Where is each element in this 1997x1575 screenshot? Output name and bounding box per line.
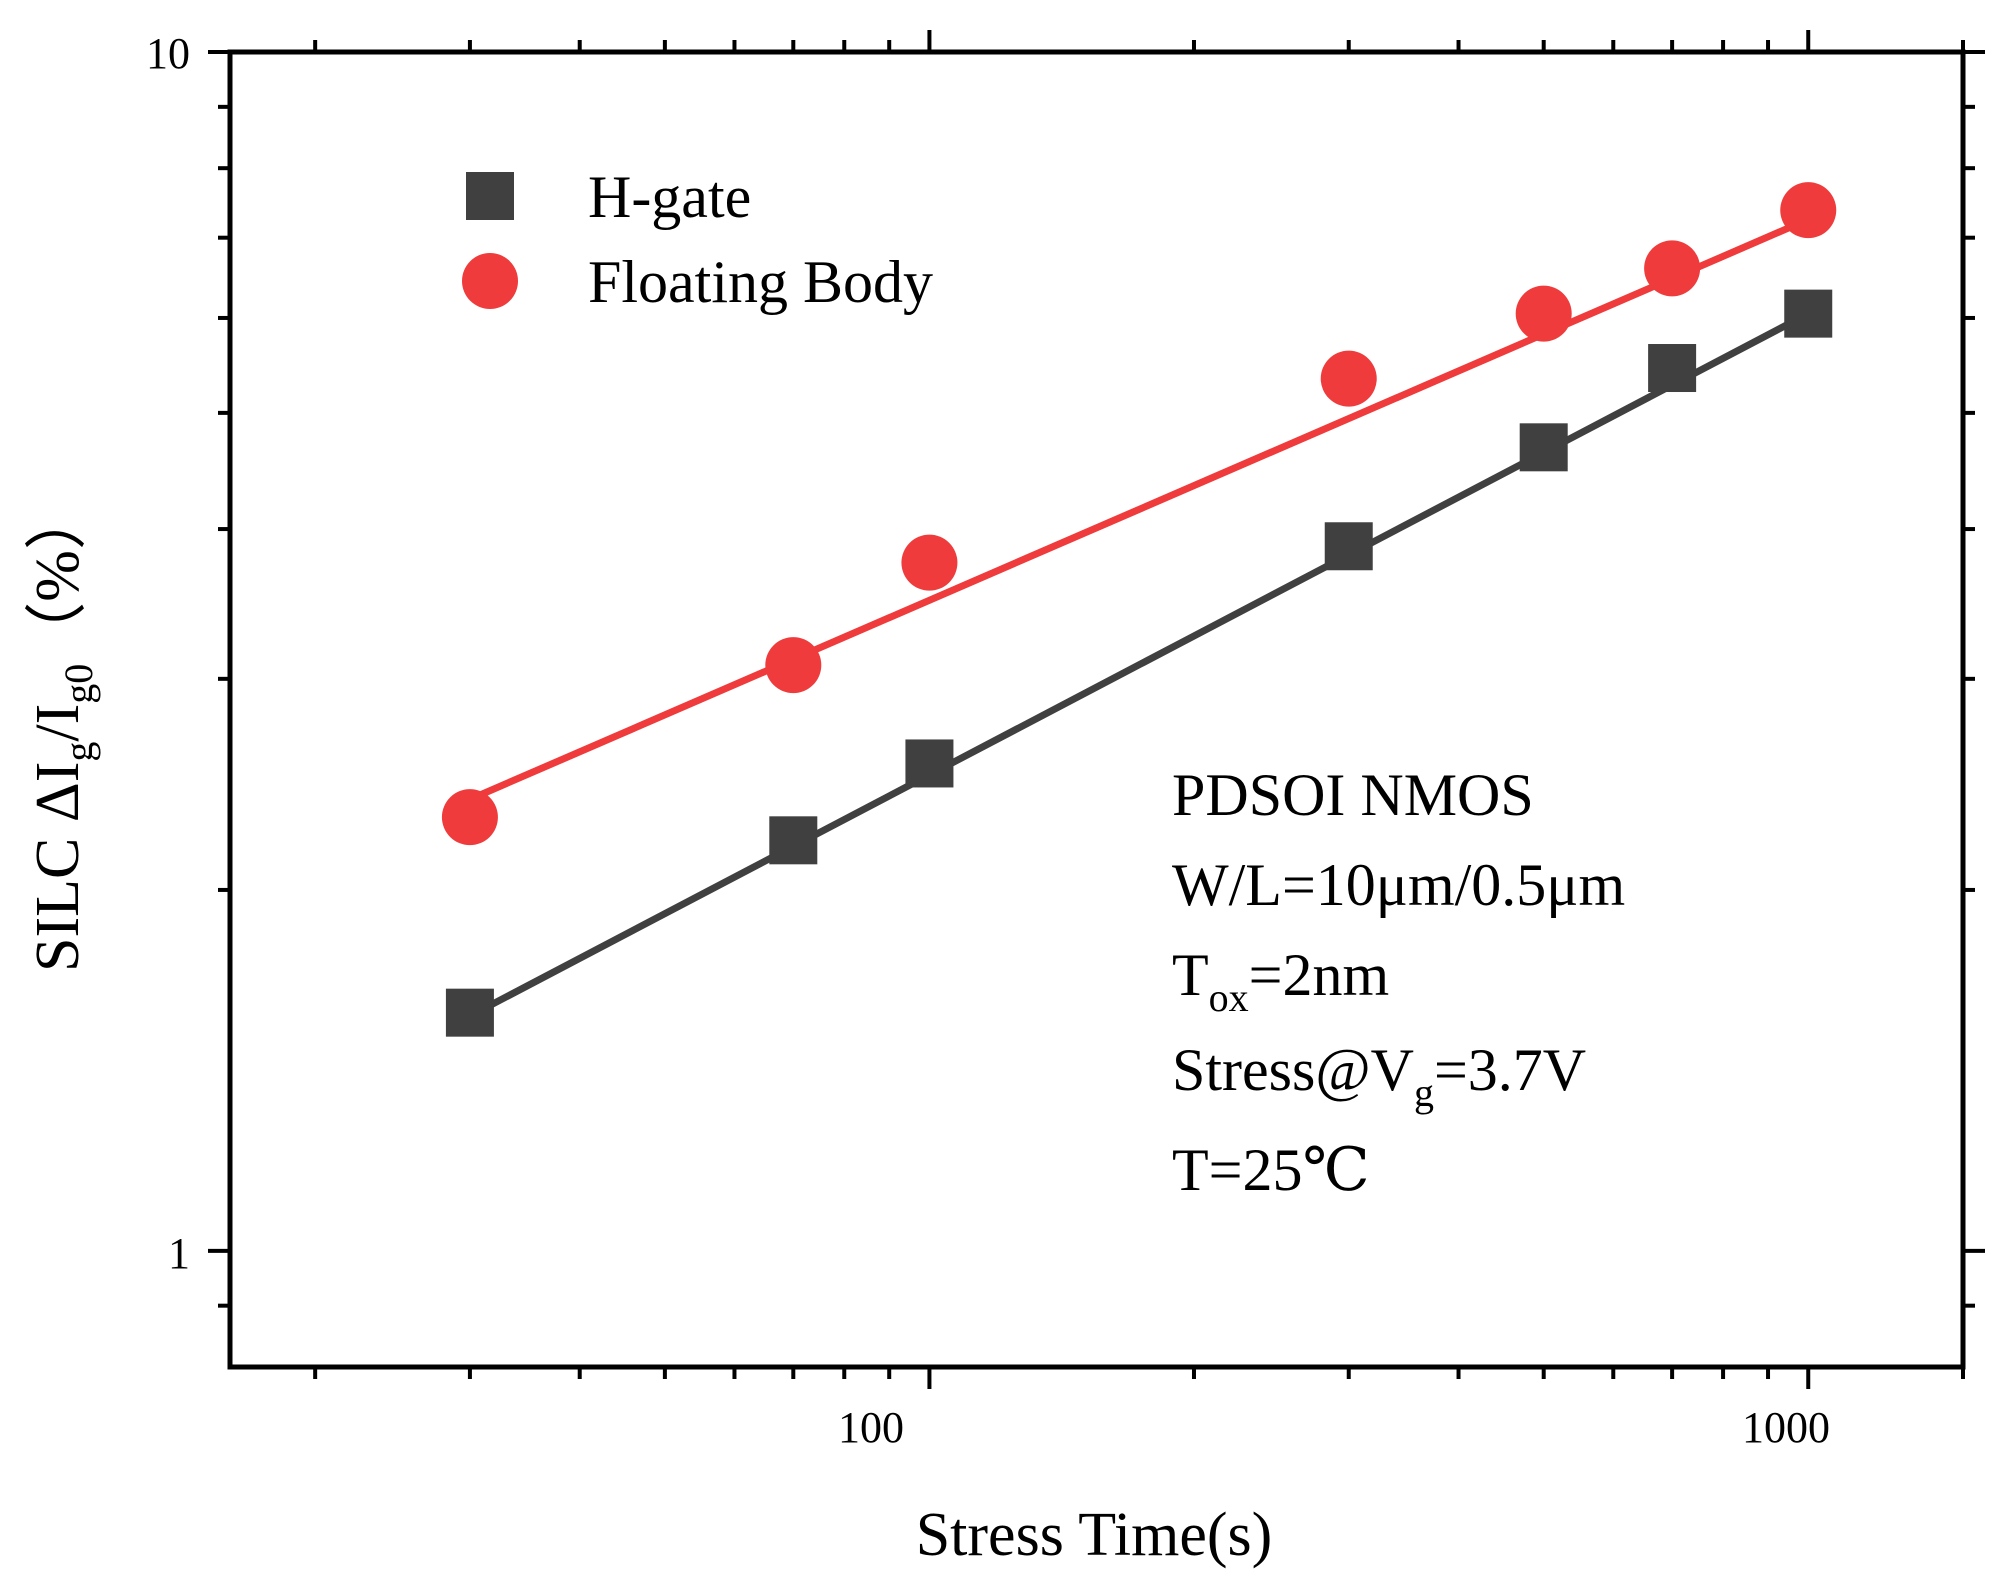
legend-marker-h-gate — [466, 172, 514, 220]
annotation-stress-sub: g — [1414, 1070, 1434, 1115]
annotation-dimensions: W/L=10μm/0.5μm — [1172, 852, 1625, 918]
annotation-stress-main: Stress@V — [1172, 1037, 1414, 1103]
x-axis-title: Stress Time(s) — [916, 1501, 1273, 1569]
y-axis-title: SILC ΔIg/Ig0（%） — [24, 488, 101, 972]
point-floating-body-500 — [1515, 285, 1572, 342]
plot-frame — [227, 49, 1966, 1370]
point-h-gate-1000 — [1784, 289, 1833, 338]
point-h-gate-100 — [905, 739, 954, 788]
legend-marker-floating-body — [462, 253, 518, 309]
y-axis-title-unit: （%） — [24, 488, 92, 664]
point-h-gate-500 — [1519, 423, 1568, 472]
x-tick-labels: 100 1000 — [838, 1403, 1830, 1452]
annotation-temperature: T=25℃ — [1172, 1137, 1370, 1203]
y-axis-title-sub2: g0 — [56, 664, 101, 704]
y-tick-labels: 1 10 — [146, 29, 190, 1278]
annotation-oxide: Tox=2nm — [1172, 942, 1389, 1020]
y-axis-title-mid: /I — [24, 704, 92, 742]
x-tick-label-100: 100 — [838, 1403, 904, 1452]
y-axis-title-sub1: g — [56, 742, 101, 762]
y-tick-label-10: 10 — [146, 29, 190, 78]
fit-line-h-gate — [468, 310, 1810, 1020]
point-h-gate-30 — [445, 988, 494, 1037]
annotation-oxide-sub: ox — [1209, 975, 1249, 1020]
legend: H-gate Floating Body — [462, 164, 933, 315]
annotation-block: PDSOI NMOS W/L=10μm/0.5μm Tox=2nm Stress… — [1172, 762, 1625, 1203]
point-floating-body-1000 — [1780, 182, 1837, 239]
point-floating-body-30 — [441, 789, 498, 846]
annotation-oxide-rest: =2nm — [1249, 942, 1390, 1008]
series-layer — [441, 182, 1837, 1037]
legend-label-floating-body: Floating Body — [588, 249, 933, 315]
point-floating-body-700 — [1644, 240, 1701, 297]
legend-label-h-gate: H-gate — [588, 164, 751, 230]
point-h-gate-70 — [769, 816, 818, 865]
y-tick-label-1: 1 — [168, 1229, 190, 1278]
annotation-stress-rest: =3.7V — [1434, 1037, 1586, 1103]
annotation-stress: Stress@Vg=3.7V — [1172, 1037, 1586, 1115]
point-floating-body-70 — [765, 637, 822, 694]
fit-line-floating-body — [468, 216, 1810, 803]
point-h-gate-300 — [1324, 522, 1373, 571]
y-axis-title-main: SILC ΔI — [24, 762, 92, 972]
annotation-oxide-main: T — [1172, 942, 1209, 1008]
annotation-device: PDSOI NMOS — [1172, 762, 1534, 828]
point-h-gate-700 — [1648, 344, 1697, 393]
point-floating-body-100 — [901, 534, 958, 591]
x-tick-label-1000: 1000 — [1742, 1403, 1830, 1452]
point-floating-body-300 — [1320, 350, 1377, 407]
axis-ticks — [208, 30, 1985, 1389]
